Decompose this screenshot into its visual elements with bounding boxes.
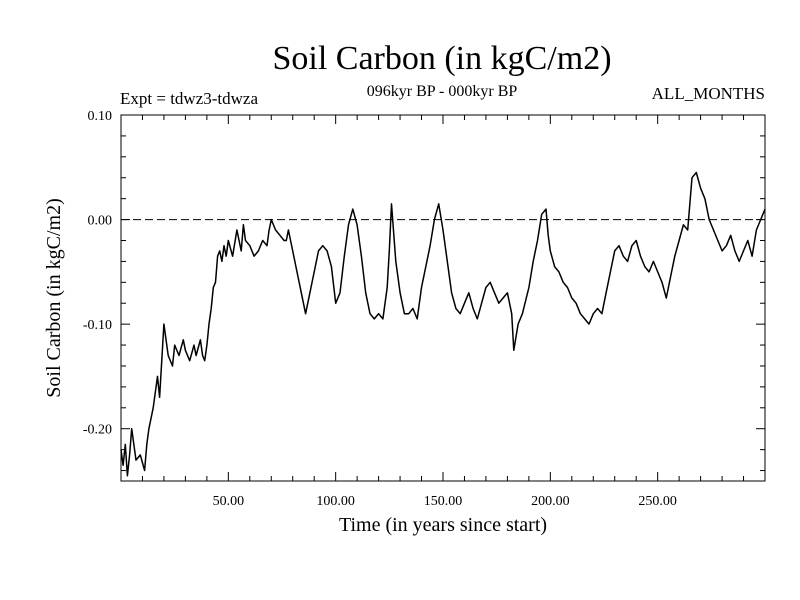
x-tick-label: 150.00 xyxy=(424,494,463,509)
y-tick-label: 0.10 xyxy=(88,109,113,124)
experiment-label: Expt = tdwz3-tdwza xyxy=(120,89,258,108)
x-tick-label: 100.00 xyxy=(316,494,355,509)
x-tick-label: 250.00 xyxy=(638,494,677,509)
plot-frame xyxy=(120,114,766,482)
chart-title: Soil Carbon (in kgC/m2) xyxy=(272,40,612,77)
x-tick-label: 50.00 xyxy=(213,494,245,509)
axis-ticks xyxy=(121,114,765,481)
y-tick-label: -0.10 xyxy=(83,318,112,333)
y-axis-title: Soil Carbon (in kgC/m2) xyxy=(43,198,65,397)
chart-subtitle: 096kyr BP - 000kyr BP xyxy=(366,83,518,100)
y-tick-label: -0.20 xyxy=(83,423,112,438)
tick-labels: 50.00 100.00 150.00 200.00 250.00 0.10 0.00 -0.… xyxy=(83,109,677,509)
x-tick-label: 200.00 xyxy=(531,494,570,509)
series-line xyxy=(120,171,766,477)
x-axis-title: Time (in years since start) xyxy=(339,514,547,536)
y-tick-label: 0.00 xyxy=(88,214,113,229)
period-label: ALL_MONTHS xyxy=(651,84,765,103)
